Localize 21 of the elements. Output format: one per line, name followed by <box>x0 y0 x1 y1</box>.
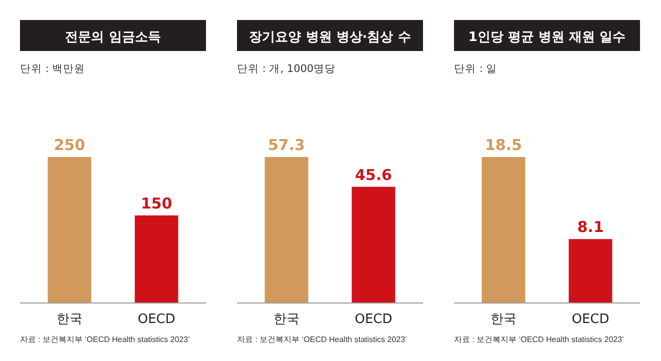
data-label: 150 <box>140 194 172 212</box>
x-tick-label: OECD <box>354 312 392 327</box>
data-label: 57.3 <box>268 136 306 154</box>
chart-title: 전문의 임금소득 <box>65 30 161 45</box>
chart-title: 1인당 평균 병원 재원 일수 <box>468 30 626 45</box>
data-label: 45.6 <box>354 166 392 184</box>
data-label: 8.1 <box>577 218 604 236</box>
chart-title: 장기요양 병원 병상·침상 수 <box>249 30 411 45</box>
text: 자료 : 보건복지부 ‘OECD Health statistics 2023’ <box>454 335 624 344</box>
text: 자료 : 보건복지부 ‘OECD Health statistics 2023’ <box>237 335 408 344</box>
x-tick-label: 한국 <box>490 312 516 327</box>
chart-subtitle: 단위 : 개, 1000명당 <box>237 63 336 75</box>
text: 자료 : 보건복지부 ‘OECD Health statistics 2023’ <box>20 335 190 344</box>
x-tick-label: OECD <box>138 312 176 327</box>
chart-subtitle: 단위 : 백만원 <box>20 63 86 75</box>
chart-subtitle: 단위 : 일 <box>454 63 498 75</box>
x-tick-label: 한국 <box>56 312 82 327</box>
data-label: 18.5 <box>484 136 522 154</box>
x-tick-label: 한국 <box>274 312 300 327</box>
data-label: 250 <box>54 136 86 154</box>
x-tick-label: OECD <box>572 312 610 327</box>
